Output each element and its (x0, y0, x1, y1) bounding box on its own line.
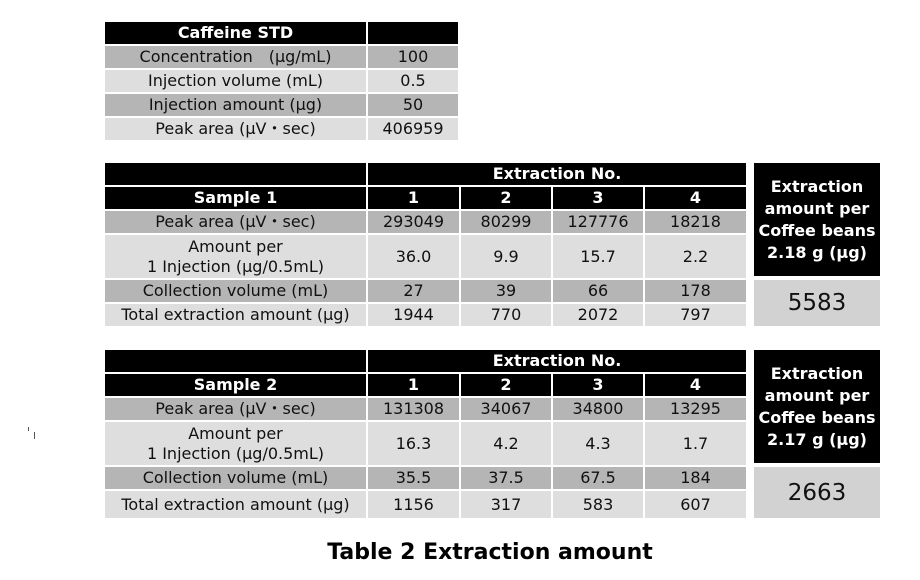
s1-total-4: 797 (645, 304, 746, 326)
s1-label-peak-area: Peak area (μV・sec) (105, 211, 366, 233)
s2-label-collection-volume: Collection volume (mL) (105, 467, 366, 489)
s1-peak-area-3: 127776 (553, 211, 643, 233)
s1-amount-3: 15.7 (553, 235, 643, 278)
s1-side-header: Extraction amount per Coffee beans 2.18 … (754, 163, 880, 276)
std-value-injection-amount: 50 (368, 94, 458, 116)
s1-col-2: 2 (461, 187, 551, 209)
s1-amount-1: 36.0 (368, 235, 459, 278)
s2-total-3: 583 (553, 491, 643, 518)
s1-col-1: 1 (368, 187, 459, 209)
s1-label-amount-per-injection: Amount per 1 Injection (μg/0.5mL) (105, 235, 366, 278)
s1-col-3: 3 (553, 187, 643, 209)
s2-side-header: Extraction amount per Coffee beans 2.17 … (754, 350, 880, 463)
s2-peak-area-3: 34800 (553, 398, 643, 420)
s1-collection-1: 27 (368, 280, 459, 302)
std-header-blank (368, 22, 458, 44)
s2-extraction-header: Extraction No. (368, 350, 746, 372)
s2-amount-1: 16.3 (368, 422, 459, 465)
s1-peak-area-1: 293049 (368, 211, 459, 233)
s2-collection-4: 184 (645, 467, 746, 489)
std-value-injection-volume: 0.5 (368, 70, 458, 92)
s1-side-value: 5583 (754, 280, 880, 326)
s1-sample-label: Sample 1 (105, 187, 366, 209)
s1-label-collection-volume: Collection volume (mL) (105, 280, 366, 302)
s1-total-3: 2072 (553, 304, 643, 326)
s2-sample-label: Sample 2 (105, 374, 366, 396)
s2-col-2: 2 (461, 374, 551, 396)
s2-amount-2: 4.2 (461, 422, 551, 465)
s1-collection-3: 66 (553, 280, 643, 302)
std-value-peak-area: 406959 (368, 118, 458, 140)
s2-collection-2: 37.5 (461, 467, 551, 489)
s2-col-3: 3 (553, 374, 643, 396)
s2-peak-area-2: 34067 (461, 398, 551, 420)
std-label-injection-volume: Injection volume (mL) (105, 70, 366, 92)
s2-col-1: 1 (368, 374, 459, 396)
s2-col-4: 4 (645, 374, 746, 396)
s1-amount-2: 9.9 (461, 235, 551, 278)
std-label-injection-amount: Injection amount (μg) (105, 94, 366, 116)
s1-peak-area-2: 80299 (461, 211, 551, 233)
std-label-concentration: Concentration (μg/mL) (105, 46, 366, 68)
table-caption: Table 2 Extraction amount (327, 540, 653, 565)
s1-collection-4: 178 (645, 280, 746, 302)
s1-total-2: 770 (461, 304, 551, 326)
s2-side-value: 2663 (754, 467, 880, 518)
s2-amount-3: 4.3 (553, 422, 643, 465)
s2-peak-area-4: 13295 (645, 398, 746, 420)
s1-header-blank (105, 163, 366, 185)
s1-peak-area-4: 18218 (645, 211, 746, 233)
s2-peak-area-1: 131308 (368, 398, 459, 420)
s1-collection-2: 39 (461, 280, 551, 302)
s2-total-2: 317 (461, 491, 551, 518)
std-value-concentration: 100 (368, 46, 458, 68)
s1-extraction-header: Extraction No. (368, 163, 746, 185)
s1-amount-4: 2.2 (645, 235, 746, 278)
s1-label-total-extraction: Total extraction amount (μg) (105, 304, 366, 326)
s2-collection-3: 67.5 (553, 467, 643, 489)
stray-mark (34, 432, 35, 439)
stray-mark (28, 427, 29, 431)
s2-header-blank (105, 350, 366, 372)
s1-total-1: 1944 (368, 304, 459, 326)
s2-total-1: 1156 (368, 491, 459, 518)
s2-label-peak-area: Peak area (μV・sec) (105, 398, 366, 420)
s2-label-amount-per-injection: Amount per 1 Injection (μg/0.5mL) (105, 422, 366, 465)
s2-collection-1: 35.5 (368, 467, 459, 489)
std-label-peak-area: Peak area (μV・sec) (105, 118, 366, 140)
s2-label-total-extraction: Total extraction amount (μg) (105, 491, 366, 518)
s2-amount-4: 1.7 (645, 422, 746, 465)
s2-total-4: 607 (645, 491, 746, 518)
s1-col-4: 4 (645, 187, 746, 209)
std-header: Caffeine STD (105, 22, 366, 44)
